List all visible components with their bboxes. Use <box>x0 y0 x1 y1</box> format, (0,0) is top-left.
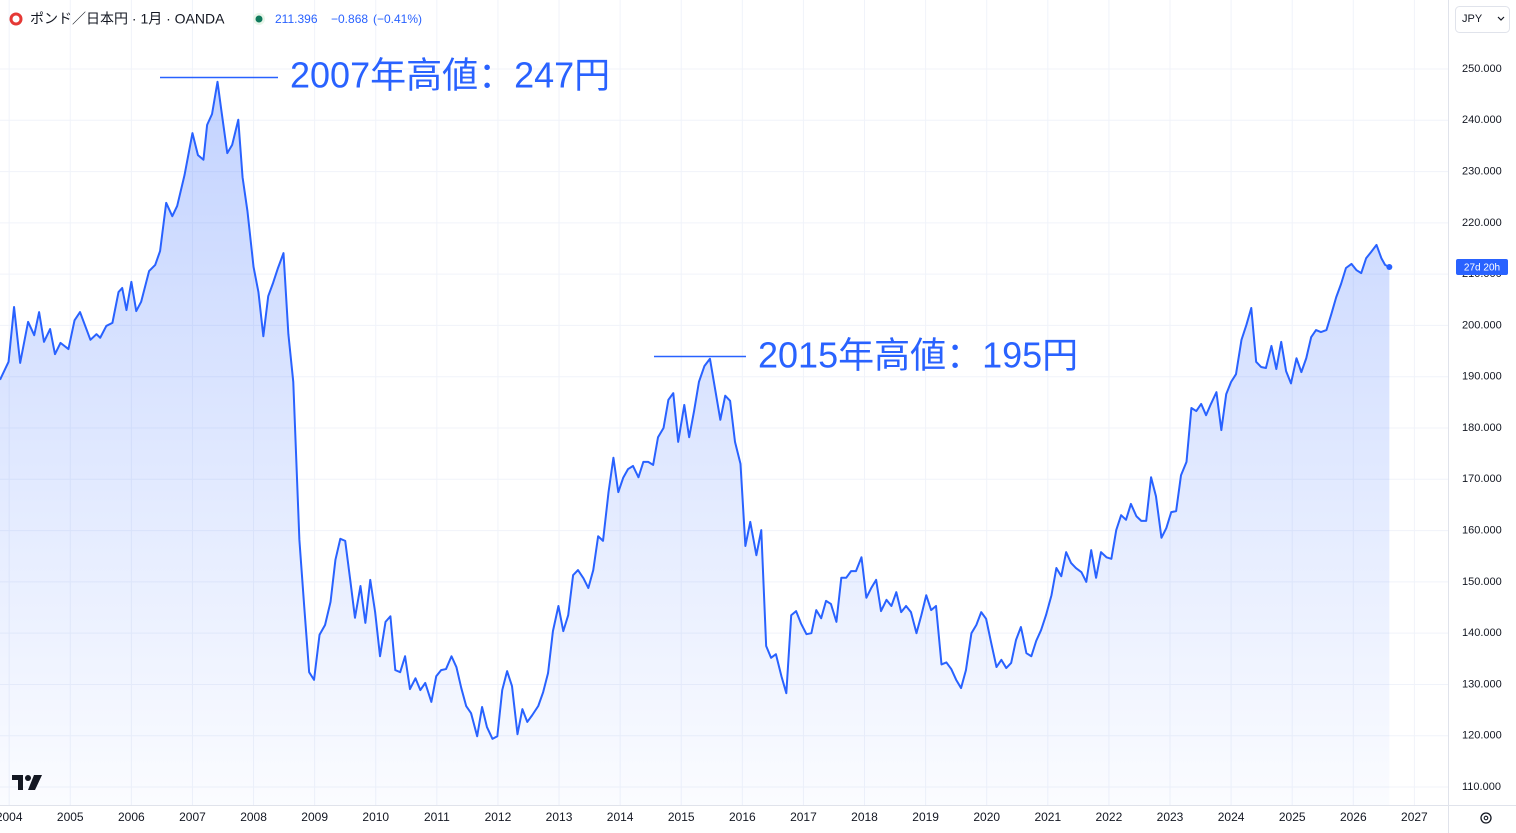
logo-part <box>25 775 31 781</box>
price-line <box>0 80 1390 740</box>
x-tick-label: 2027 <box>1401 810 1428 824</box>
y-tick-label: 190.000 <box>1462 371 1502 383</box>
x-tick-label: 2008 <box>240 810 267 824</box>
last-point <box>1386 263 1393 270</box>
symbol-icon-inner <box>12 15 20 23</box>
y-tick-label: 110.000 <box>1462 781 1501 793</box>
symbol-header: ポンド／日本円 · 1月 · OANDA 211.396 −0.868 (−0.… <box>9 11 422 27</box>
x-tick-label: 2016 <box>729 810 756 824</box>
y-tick-label: 150.000 <box>1462 576 1502 588</box>
x-tick-label: 2021 <box>1034 810 1061 824</box>
x-tick-label: 2023 <box>1157 810 1184 824</box>
x-tick-label: 2005 <box>57 810 84 824</box>
y-tick-label: 240.000 <box>1462 114 1502 126</box>
settings-icon-center <box>1483 815 1489 821</box>
x-tick-label: 2012 <box>485 810 512 824</box>
settings-icon[interactable] <box>1480 812 1492 824</box>
currency-label[interactable]: JPY <box>1462 13 1483 25</box>
y-tick-label: 200.000 <box>1462 319 1502 331</box>
x-tick-label: 2006 <box>118 810 145 824</box>
logo-part <box>12 775 23 790</box>
annotation-text: 2007年高値：247円 <box>290 55 610 96</box>
annotation-2015: 2015年高値：195円 <box>654 335 1078 376</box>
market-status-dot <box>255 15 263 23</box>
axis-layer: 110.000 120.000 130.000 140.000 150.000 160.0… <box>0 63 1508 824</box>
y-tick-label: 250.000 <box>1462 63 1502 75</box>
x-tick-label: 2026 <box>1340 810 1367 824</box>
data-layer <box>0 80 1393 805</box>
currency-button[interactable] <box>1455 6 1510 33</box>
currency-selector[interactable]: JPY <box>1455 6 1510 33</box>
x-tick-label: 2017 <box>790 810 817 824</box>
x-tick-label: 2019 <box>912 810 939 824</box>
x-tick-label: 2022 <box>1096 810 1123 824</box>
settings-button[interactable] <box>1480 812 1492 824</box>
x-tick-label: 2024 <box>1218 810 1245 824</box>
x-tick-label: 2009 <box>301 810 328 824</box>
y-tick-label: 140.000 <box>1462 627 1502 639</box>
price-label <box>1456 258 1508 275</box>
x-tick-label: 2015 <box>668 810 695 824</box>
x-tick-label: 2025 <box>1279 810 1306 824</box>
logo-part <box>28 775 42 790</box>
last-price: 211.396 <box>275 12 318 26</box>
y-tick-label: 170.000 <box>1462 473 1502 485</box>
symbol-title: ポンド／日本円 · 1月 · OANDA <box>30 11 225 27</box>
y-tick-label: 220.000 <box>1462 217 1502 229</box>
x-tick-label: 2020 <box>973 810 1000 824</box>
x-tick-label: 2013 <box>546 810 573 824</box>
countdown-label: 27d 20h <box>1464 263 1500 274</box>
x-tick-label: 2018 <box>851 810 878 824</box>
y-tick-label: 120.000 <box>1462 730 1502 742</box>
y-tick-label: 160.000 <box>1462 525 1502 537</box>
x-tick-label: 2014 <box>607 810 634 824</box>
price-area <box>0 81 1390 805</box>
y-tick-label: 230.000 <box>1462 165 1502 177</box>
x-tick-label: 2007 <box>179 810 206 824</box>
price-change-percent: (−0.41%) <box>373 12 422 26</box>
tradingview-logo <box>12 775 42 790</box>
x-tick-label: 2010 <box>362 810 389 824</box>
x-tick-label: 2011 <box>424 810 450 824</box>
price-change: −0.868 <box>331 12 368 26</box>
x-tick-label: 2004 <box>0 810 23 824</box>
currency-chevron <box>1497 16 1505 21</box>
annotation-text: 2015年高値：195円 <box>758 335 1078 376</box>
y-tick-label: 130.000 <box>1462 678 1502 690</box>
y-tick-label: 180.000 <box>1462 422 1502 434</box>
annotation-2007: 2007年高値：247円 <box>160 55 610 96</box>
